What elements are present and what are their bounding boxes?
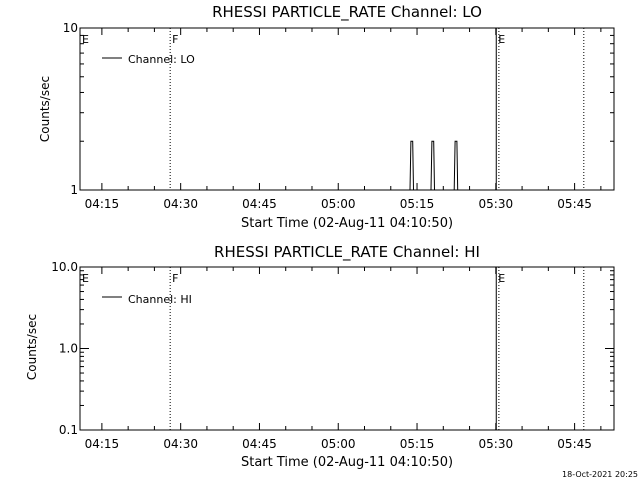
xlabel-hi: Start Time (02-Aug-11 04:10:50) [241,455,453,470]
panel-hi: RHESSI PARTICLE_RATE Channel: HI Counts/… [25,243,480,470]
event-marker-label-lo: E [82,33,89,46]
event-marker-label-hi: F [172,272,178,285]
event-marker-label-hi: E [82,272,89,285]
x-tick-label-hi: 04:30 [163,437,198,451]
title-lo: RHESSI PARTICLE_RATE Channel: LO [212,3,482,22]
plot-area-lo: 04:15 04:30 04:45 05:00 05:15 05:30 05:45 1 10 E F… [63,21,615,211]
event-marker-label-hi: E [498,272,505,285]
legend-label-hi: Channel: HI [128,293,192,306]
x-tick-label-lo: 05:00 [321,197,356,211]
y-tick-label-lo: 10 [63,21,78,35]
x-tick-label-lo: 05:30 [479,197,514,211]
ylabel-hi: Counts/sec [25,314,39,380]
ylabel-lo: Counts/sec [38,76,52,142]
x-tick-label-lo: 04:15 [85,197,120,211]
plot-frame-hi [79,266,615,431]
x-tick-label-lo: 05:15 [400,197,435,211]
timestamp: 18-Oct-2021 20:25 [562,470,638,479]
y-tick-label-hi: 1.0 [59,342,78,356]
x-tick-label-hi: 05:15 [400,437,435,451]
x-tick-label-hi: 04:15 [85,437,120,451]
xlabel-lo: Start Time (02-Aug-11 04:10:50) [241,216,453,231]
title-hi: RHESSI PARTICLE_RATE Channel: HI [214,243,480,262]
event-marker-label-lo: F [172,33,178,46]
x-tick-label-hi: 05:00 [321,437,356,451]
y-tick-label-hi: 10.0 [51,260,78,274]
x-tick-label-lo: 04:45 [242,197,277,211]
panel-lo: RHESSI PARTICLE_RATE Channel: LO Counts/… [38,3,482,231]
x-tick-label-hi: 04:45 [242,437,277,451]
series-line-lo [409,140,459,191]
y-tick-label-lo: 1 [70,183,78,197]
x-tick-label-lo: 04:30 [163,197,198,211]
y-tick-label-hi: 0.1 [59,423,78,437]
plot-area-hi: 04:15 04:30 04:45 05:00 05:15 05:30 05:45 0.1 1.… [51,260,615,451]
legend-label-lo: Channel: LO [128,53,195,66]
x-tick-label-hi: 05:30 [479,437,514,451]
x-tick-label-lo: 05:45 [557,197,592,211]
x-tick-label-hi: 05:45 [557,437,592,451]
event-marker-label-lo: E [498,33,505,46]
